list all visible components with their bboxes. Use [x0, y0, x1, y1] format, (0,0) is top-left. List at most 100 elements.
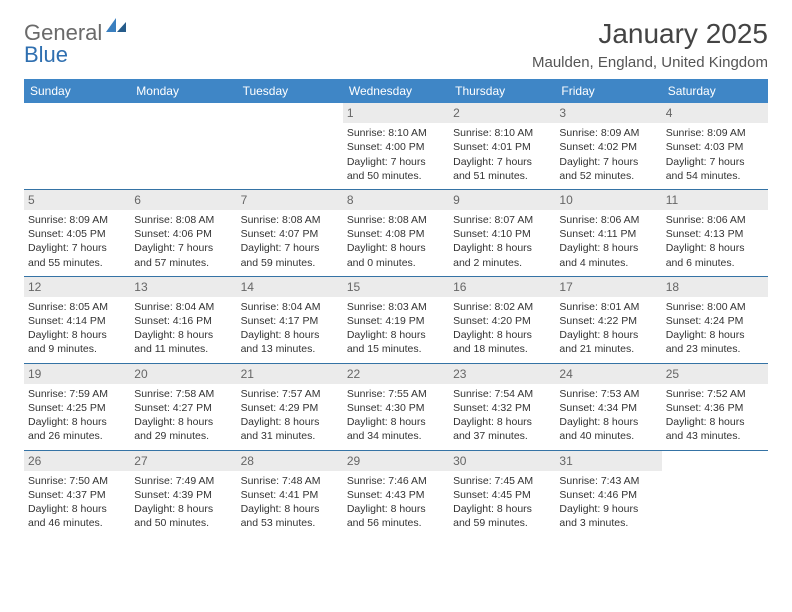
calendar-cell: 19Sunrise: 7:59 AMSunset: 4:25 PMDayligh…	[24, 363, 130, 450]
calendar-cell: 31Sunrise: 7:43 AMSunset: 4:46 PMDayligh…	[555, 450, 661, 536]
cell-line: Sunset: 4:17 PM	[241, 314, 339, 328]
cell-line: Daylight: 7 hours and 59 minutes.	[241, 241, 339, 269]
cell-line: Sunset: 4:32 PM	[453, 401, 551, 415]
calendar-cell: 4Sunrise: 8:09 AMSunset: 4:03 PMDaylight…	[662, 103, 768, 189]
cell-line: Sunrise: 8:06 AM	[559, 213, 657, 227]
calendar-cell: 2Sunrise: 8:10 AMSunset: 4:01 PMDaylight…	[449, 103, 555, 189]
cell-line: Daylight: 7 hours and 52 minutes.	[559, 155, 657, 183]
cell-line: Daylight: 8 hours and 29 minutes.	[134, 415, 232, 443]
calendar-cell: 18Sunrise: 8:00 AMSunset: 4:24 PMDayligh…	[662, 276, 768, 363]
cell-line: Sunrise: 7:59 AM	[28, 387, 126, 401]
calendar-cell: 24Sunrise: 7:53 AMSunset: 4:34 PMDayligh…	[555, 363, 661, 450]
day-header: Wednesday	[343, 79, 449, 103]
day-number: 7	[237, 190, 343, 210]
cell-line: Sunrise: 8:08 AM	[134, 213, 232, 227]
calendar-cell: 17Sunrise: 8:01 AMSunset: 4:22 PMDayligh…	[555, 276, 661, 363]
calendar-cell: 21Sunrise: 7:57 AMSunset: 4:29 PMDayligh…	[237, 363, 343, 450]
cell-line: Daylight: 8 hours and 0 minutes.	[347, 241, 445, 269]
cell-line: Sunrise: 7:48 AM	[241, 474, 339, 488]
calendar-cell	[130, 103, 236, 189]
cell-line: Sunset: 4:01 PM	[453, 140, 551, 154]
cell-line: Sunset: 4:24 PM	[666, 314, 764, 328]
cell-line: Sunset: 4:30 PM	[347, 401, 445, 415]
calendar-cell	[662, 450, 768, 536]
cell-line: Sunrise: 7:50 AM	[28, 474, 126, 488]
day-number: 24	[555, 364, 661, 384]
day-number: 15	[343, 277, 449, 297]
day-number: 12	[24, 277, 130, 297]
calendar-cell: 7 Sunrise: 8:08 AMSunset: 4:07 PMDaylight…	[237, 189, 343, 276]
cell-line: Daylight: 7 hours and 51 minutes.	[453, 155, 551, 183]
cell-line: Sunset: 4:46 PM	[559, 488, 657, 502]
day-number: 26	[24, 451, 130, 471]
cell-line: Sunrise: 8:09 AM	[666, 126, 764, 140]
cell-line: Daylight: 7 hours and 55 minutes.	[28, 241, 126, 269]
calendar-cell: 5Sunrise: 8:09 AMSunset: 4:05 PMDaylight…	[24, 189, 130, 276]
calendar-cell: 3Sunrise: 8:09 AMSunset: 4:02 PMDaylight…	[555, 103, 661, 189]
calendar-cell	[24, 103, 130, 189]
cell-line: Daylight: 8 hours and 46 minutes.	[28, 502, 126, 530]
calendar-cell: 6Sunrise: 8:08 AMSunset: 4:06 PMDaylight…	[130, 189, 236, 276]
calendar-cell: 11Sunrise: 8:06 AMSunset: 4:13 PMDayligh…	[662, 189, 768, 276]
cell-line: Daylight: 9 hours and 3 minutes.	[559, 502, 657, 530]
sail-icon	[104, 16, 128, 34]
cell-line: Sunset: 4:29 PM	[241, 401, 339, 415]
cell-line: Sunset: 4:22 PM	[559, 314, 657, 328]
cell-line: Sunrise: 8:08 AM	[241, 213, 339, 227]
calendar-cell: 8Sunrise: 8:08 AMSunset: 4:08 PMDaylight…	[343, 189, 449, 276]
calendar-cell: 28Sunrise: 7:48 AMSunset: 4:41 PMDayligh…	[237, 450, 343, 536]
cell-line: Sunrise: 7:57 AM	[241, 387, 339, 401]
calendar-cell: 10Sunrise: 8:06 AMSunset: 4:11 PMDayligh…	[555, 189, 661, 276]
day-number: 11	[662, 190, 768, 210]
cell-line: Sunset: 4:20 PM	[453, 314, 551, 328]
day-number: 27	[130, 451, 236, 471]
calendar-cell: 30Sunrise: 7:45 AMSunset: 4:45 PMDayligh…	[449, 450, 555, 536]
page-subtitle: Maulden, England, United Kingdom	[532, 54, 768, 71]
cell-line: Sunset: 4:16 PM	[134, 314, 232, 328]
cell-line: Daylight: 8 hours and 4 minutes.	[559, 241, 657, 269]
day-number: 31	[555, 451, 661, 471]
day-number: 8	[343, 190, 449, 210]
day-number: 14	[237, 277, 343, 297]
logo-text: General Blue	[24, 22, 128, 66]
cell-line: Daylight: 8 hours and 9 minutes.	[28, 328, 126, 356]
day-header-row: Sunday Monday Tuesday Wednesday Thursday…	[24, 79, 768, 103]
cell-line: Sunrise: 8:10 AM	[453, 126, 551, 140]
cell-line: Daylight: 8 hours and 26 minutes.	[28, 415, 126, 443]
cell-line: Sunset: 4:14 PM	[28, 314, 126, 328]
calendar-cell: 1Sunrise: 8:10 AMSunset: 4:00 PMDaylight…	[343, 103, 449, 189]
day-number: 5	[24, 190, 130, 210]
cell-line: Daylight: 8 hours and 15 minutes.	[347, 328, 445, 356]
cell-line: Sunset: 4:02 PM	[559, 140, 657, 154]
calendar-cell: 16Sunrise: 8:02 AMSunset: 4:20 PMDayligh…	[449, 276, 555, 363]
calendar-cell: 14Sunrise: 8:04 AMSunset: 4:17 PMDayligh…	[237, 276, 343, 363]
cell-line: Sunrise: 7:49 AM	[134, 474, 232, 488]
day-number: 21	[237, 364, 343, 384]
cell-line: Sunset: 4:36 PM	[666, 401, 764, 415]
calendar-cell: 27Sunrise: 7:49 AMSunset: 4:39 PMDayligh…	[130, 450, 236, 536]
cell-line: Sunset: 4:07 PM	[241, 227, 339, 241]
day-header: Thursday	[449, 79, 555, 103]
cell-line: Daylight: 8 hours and 56 minutes.	[347, 502, 445, 530]
day-number: 18	[662, 277, 768, 297]
cell-line: Daylight: 8 hours and 34 minutes.	[347, 415, 445, 443]
calendar-table: Sunday Monday Tuesday Wednesday Thursday…	[24, 79, 768, 536]
calendar-cell: 9Sunrise: 8:07 AMSunset: 4:10 PMDaylight…	[449, 189, 555, 276]
cell-line: Sunrise: 8:01 AM	[559, 300, 657, 314]
cell-line: Daylight: 7 hours and 50 minutes.	[347, 155, 445, 183]
title-block: January 2025 Maulden, England, United Ki…	[532, 18, 768, 71]
cell-line: Sunrise: 8:07 AM	[453, 213, 551, 227]
day-header: Sunday	[24, 79, 130, 103]
cell-line: Sunset: 4:37 PM	[28, 488, 126, 502]
day-header: Tuesday	[237, 79, 343, 103]
cell-line: Daylight: 8 hours and 23 minutes.	[666, 328, 764, 356]
day-number: 13	[130, 277, 236, 297]
day-number: 10	[555, 190, 661, 210]
day-number: 17	[555, 277, 661, 297]
calendar-week-row: 19Sunrise: 7:59 AMSunset: 4:25 PMDayligh…	[24, 363, 768, 450]
cell-line: Daylight: 7 hours and 57 minutes.	[134, 241, 232, 269]
calendar-week-row: 5Sunrise: 8:09 AMSunset: 4:05 PMDaylight…	[24, 189, 768, 276]
cell-line: Sunrise: 7:58 AM	[134, 387, 232, 401]
calendar-cell	[237, 103, 343, 189]
day-number: 23	[449, 364, 555, 384]
